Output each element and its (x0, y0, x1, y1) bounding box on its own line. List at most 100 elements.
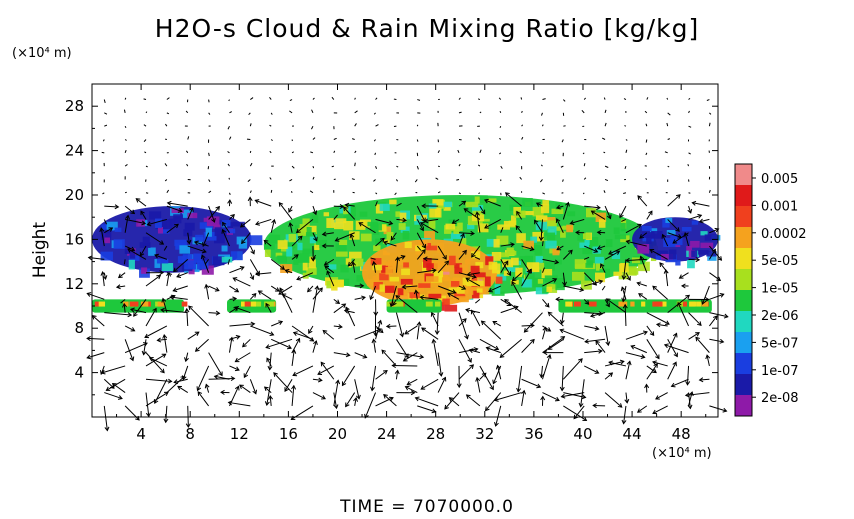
wind-vector (709, 338, 724, 343)
wind-vector (444, 392, 460, 410)
wind-vector (709, 112, 712, 115)
wind-vector (307, 285, 314, 293)
wind-vector (186, 150, 189, 154)
wind-vector-head (598, 348, 603, 354)
wind-vector (144, 151, 147, 154)
wind-vector (591, 210, 606, 220)
cloud-cell (516, 233, 526, 244)
wind-vector-head (642, 330, 648, 336)
wind-vector (666, 122, 669, 127)
wind-vector (104, 112, 108, 115)
wind-vector (562, 249, 573, 260)
wind-vector (333, 214, 338, 220)
wind-vector (354, 150, 357, 154)
wind-vector (214, 375, 230, 380)
wind-vector (124, 325, 135, 332)
cloud-cell (104, 233, 111, 244)
wind-vector (186, 163, 189, 167)
cloud-cell (113, 239, 125, 249)
wind-vector-head (251, 292, 257, 298)
cloud-cell (264, 249, 271, 257)
wind-vector (497, 365, 502, 380)
wind-vector (584, 280, 603, 287)
colorbar-swatch (735, 248, 752, 269)
wind-vector-head (622, 303, 628, 309)
cloud-cell (642, 231, 655, 238)
wind-vector-head (685, 380, 691, 386)
wind-vector (291, 235, 303, 247)
wind-vector-head (697, 213, 703, 219)
wind-vector (688, 332, 700, 340)
wind-vector (140, 245, 147, 257)
wind-vector (458, 163, 461, 167)
thin-layer-cell (122, 301, 129, 307)
wind-vector (370, 285, 377, 300)
cloud-cell (418, 240, 428, 250)
wind-vector-head (687, 208, 693, 214)
wind-vector (626, 258, 647, 262)
wind-vector-head (318, 287, 323, 293)
wind-vector (637, 195, 648, 207)
wind-vector-head (621, 275, 627, 281)
wind-vector-head (196, 386, 202, 392)
wind-vector-head (211, 217, 216, 223)
wind-vector-head (324, 265, 330, 271)
thin-layer-cell (588, 301, 597, 307)
wind-vector-head (442, 255, 447, 260)
cloud-cell (415, 245, 427, 252)
cloud-cell (428, 220, 436, 229)
wind-vector-head (257, 290, 263, 295)
cloud-cell (691, 250, 698, 258)
thin-layer-cell (567, 301, 573, 307)
wind-vector-head (619, 359, 625, 365)
cloud-cell (700, 242, 714, 249)
cloud-cell (370, 258, 382, 265)
cloud-cell (438, 295, 447, 301)
cloud-cell (174, 217, 182, 224)
wind-vector (143, 98, 147, 101)
wind-vector-head (655, 395, 660, 400)
wind-vector-head (637, 223, 642, 229)
cloud-cell (456, 286, 469, 294)
cloud-cell (574, 264, 587, 270)
wind-vector (124, 125, 127, 129)
wind-vector (92, 315, 105, 327)
colorbar-swatch (735, 311, 752, 332)
wind-vector (512, 272, 522, 282)
wind-vector (284, 379, 293, 392)
cloud-cell (423, 258, 432, 268)
wind-vector-head (569, 220, 575, 226)
wind-vector (145, 308, 157, 327)
wind-vector-head (554, 259, 560, 265)
wind-vector (421, 327, 439, 340)
wind-vector (595, 340, 606, 353)
wind-vector (542, 267, 545, 273)
wind-vector-head (594, 369, 600, 374)
wind-vector-head (484, 406, 490, 412)
cloud-cell (425, 245, 438, 251)
wind-vector-head (114, 204, 120, 210)
wind-vector-head (419, 354, 425, 360)
wind-vector-head (161, 297, 167, 303)
wind-vector (324, 265, 335, 274)
cloud-cell (114, 227, 122, 232)
wind-vector (646, 363, 658, 380)
wind-vector (519, 150, 522, 154)
wind-vector (145, 165, 148, 168)
wind-vector (466, 394, 481, 407)
cloud-cell (595, 272, 606, 283)
wind-vector (685, 392, 710, 396)
wind-vector-head (444, 404, 449, 410)
cloud-cell (184, 222, 195, 231)
wind-vector-head (465, 394, 471, 399)
cloud-cell (503, 220, 516, 227)
wind-vector (124, 205, 135, 214)
wind-vector (637, 282, 647, 287)
wind-vector-head (483, 198, 489, 204)
wind-vector (604, 205, 611, 219)
wind-vector-head (115, 284, 121, 290)
wind-vector (228, 337, 233, 353)
wind-vector (383, 241, 397, 247)
wind-vector-head (470, 230, 475, 236)
wind-vector (699, 218, 710, 223)
